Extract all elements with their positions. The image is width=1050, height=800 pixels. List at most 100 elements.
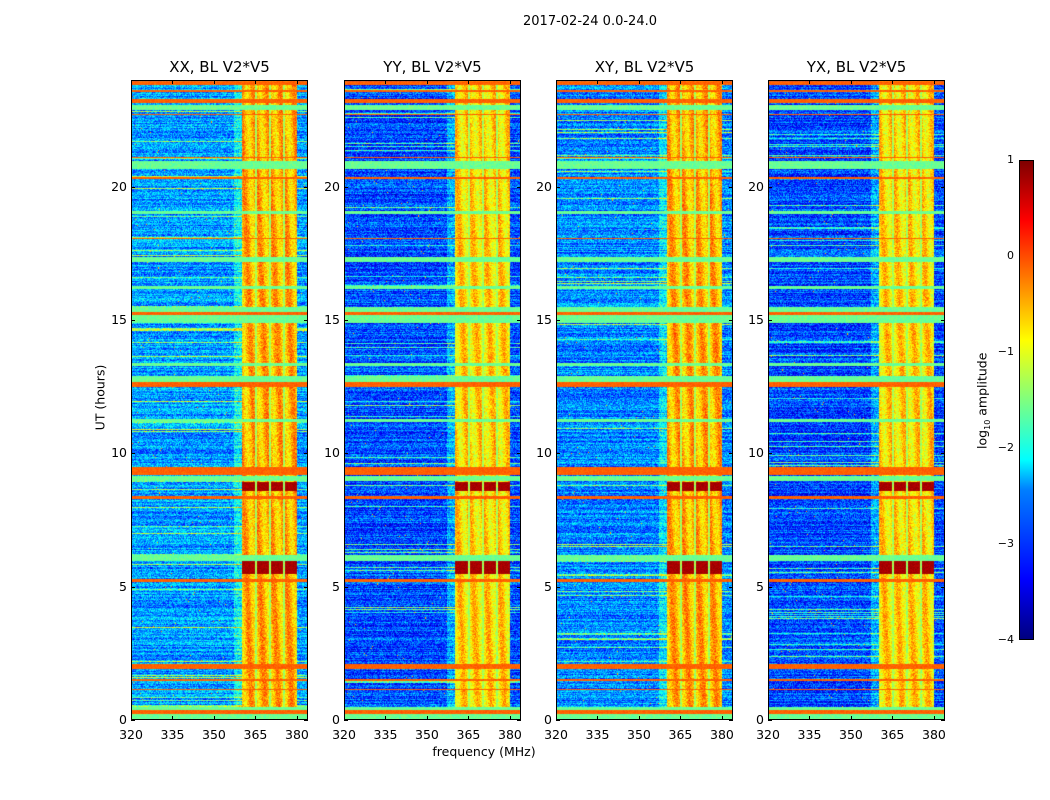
- x-tick-mark: [638, 716, 640, 720]
- x-tick-mark: [933, 716, 935, 720]
- colorbar-tick-label: −4: [997, 633, 1014, 646]
- x-tick-mark: [768, 80, 769, 84]
- y-tick-mark: [344, 453, 348, 455]
- y-tick-label: 5: [332, 578, 340, 594]
- y-tick-mark: [556, 453, 560, 455]
- y-tick-mark: [768, 320, 772, 321]
- y-tick-mark: [729, 586, 733, 588]
- x-tick-mark: [809, 716, 811, 720]
- panel-title: YX, BL V2*V5: [806, 58, 907, 76]
- x-tick-mark: [721, 80, 723, 84]
- panel-title: XX, BL V2*V5: [169, 58, 270, 76]
- x-tick-mark: [680, 716, 682, 720]
- x-tick-label: 350: [627, 727, 651, 742]
- colorbar-tick-label: −3: [997, 537, 1014, 550]
- x-tick-label: 335: [797, 727, 822, 742]
- y-tick-mark: [556, 320, 560, 321]
- colorbar-label: log10 amplitude: [974, 352, 992, 449]
- figure-title: 2017-02-24 0.0-24.0: [523, 14, 657, 29]
- colorbar: [1019, 160, 1034, 640]
- x-tick-mark: [255, 80, 257, 84]
- y-tick-label: 20: [324, 178, 340, 194]
- x-tick-label: 320: [119, 727, 143, 742]
- y-tick-label: 0: [332, 712, 340, 727]
- colorbar-tick-label: −1: [997, 345, 1014, 358]
- x-tick-mark: [809, 80, 811, 84]
- y-tick-label: 10: [748, 445, 764, 461]
- x-tick-label: 365: [668, 727, 693, 742]
- x-tick-mark: [721, 716, 723, 720]
- y-tick-label: 5: [544, 578, 552, 594]
- y-tick-label: 20: [748, 178, 764, 194]
- y-tick-mark: [131, 720, 135, 721]
- x-tick-mark: [768, 716, 769, 720]
- x-tick-mark: [556, 716, 557, 720]
- x-tick-mark: [385, 716, 387, 720]
- x-tick-label: 380: [498, 727, 522, 742]
- x-tick-mark: [172, 80, 174, 84]
- waterfall-panel-yx: YX, BL V2*V5 320 335 350 365 380 0 5 10 15 20: [748, 58, 946, 742]
- x-tick-mark: [597, 80, 599, 84]
- x-tick-mark: [468, 716, 470, 720]
- heatmap-image: [768, 80, 945, 720]
- x-tick-mark: [255, 716, 257, 720]
- y-tick-mark: [768, 186, 772, 188]
- y-tick-mark: [131, 186, 135, 188]
- heatmap-image: [556, 80, 733, 720]
- x-tick-mark: [509, 716, 511, 720]
- y-tick-mark: [941, 453, 945, 455]
- panel-title: XY, BL V2*V5: [594, 58, 695, 76]
- heatmap-image: [344, 80, 521, 720]
- x-tick-mark: [933, 80, 935, 84]
- y-tick-mark: [556, 186, 560, 188]
- panel-title: YY, BL V2*V5: [383, 58, 482, 76]
- x-tick-label: 350: [202, 727, 226, 742]
- heatmap-image: [131, 80, 308, 720]
- y-tick-label: 15: [536, 312, 552, 327]
- y-tick-label: 20: [111, 178, 127, 194]
- x-tick-mark: [296, 80, 298, 84]
- y-tick-mark: [344, 720, 348, 721]
- x-tick-mark: [892, 80, 894, 84]
- x-tick-mark: [556, 80, 557, 84]
- x-tick-label: 320: [332, 727, 356, 742]
- waterfall-panel-xx: XX, BL V2*V5 320 335 350 365 380 0 5 10 15 20: [111, 58, 309, 742]
- y-tick-mark: [729, 720, 733, 721]
- y-tick-label: 10: [536, 445, 552, 461]
- y-tick-mark: [768, 586, 772, 588]
- y-tick-mark: [517, 720, 521, 721]
- waterfall-panel-yy: YY, BL V2*V5 320 335 350 365 380 0 5 10 15 20: [324, 58, 522, 742]
- y-tick-mark: [729, 320, 733, 321]
- y-tick-mark: [941, 720, 945, 721]
- x-tick-mark: [213, 716, 215, 720]
- x-tick-mark: [426, 80, 428, 84]
- y-tick-mark: [941, 186, 945, 188]
- colorbar-tick-label: 1: [1007, 153, 1014, 166]
- x-tick-mark: [850, 716, 852, 720]
- y-tick-mark: [131, 320, 135, 321]
- x-tick-mark: [597, 716, 599, 720]
- x-tick-label: 365: [456, 727, 481, 742]
- x-tick-mark: [172, 716, 174, 720]
- x-tick-label: 320: [544, 727, 568, 742]
- y-tick-label: 15: [324, 312, 340, 327]
- x-tick-mark: [344, 716, 345, 720]
- x-tick-mark: [131, 80, 132, 84]
- y-tick-mark: [304, 586, 308, 588]
- y-tick-mark: [768, 720, 772, 721]
- y-tick-label: 10: [111, 445, 127, 461]
- y-tick-mark: [556, 720, 560, 721]
- x-tick-mark: [509, 80, 511, 84]
- y-tick-mark: [344, 186, 348, 188]
- x-tick-mark: [296, 716, 298, 720]
- y-tick-mark: [517, 586, 521, 588]
- waterfall-panel-xy: XY, BL V2*V5 320 335 350 365 380 0 5 10 15 20: [536, 58, 734, 742]
- x-tick-label: 365: [880, 727, 905, 742]
- x-tick-mark: [213, 80, 215, 84]
- y-tick-mark: [304, 320, 308, 321]
- x-tick-label: 380: [922, 727, 946, 742]
- x-tick-label: 335: [373, 727, 398, 742]
- y-axis-label: UT (hours): [92, 364, 108, 431]
- y-tick-mark: [517, 453, 521, 455]
